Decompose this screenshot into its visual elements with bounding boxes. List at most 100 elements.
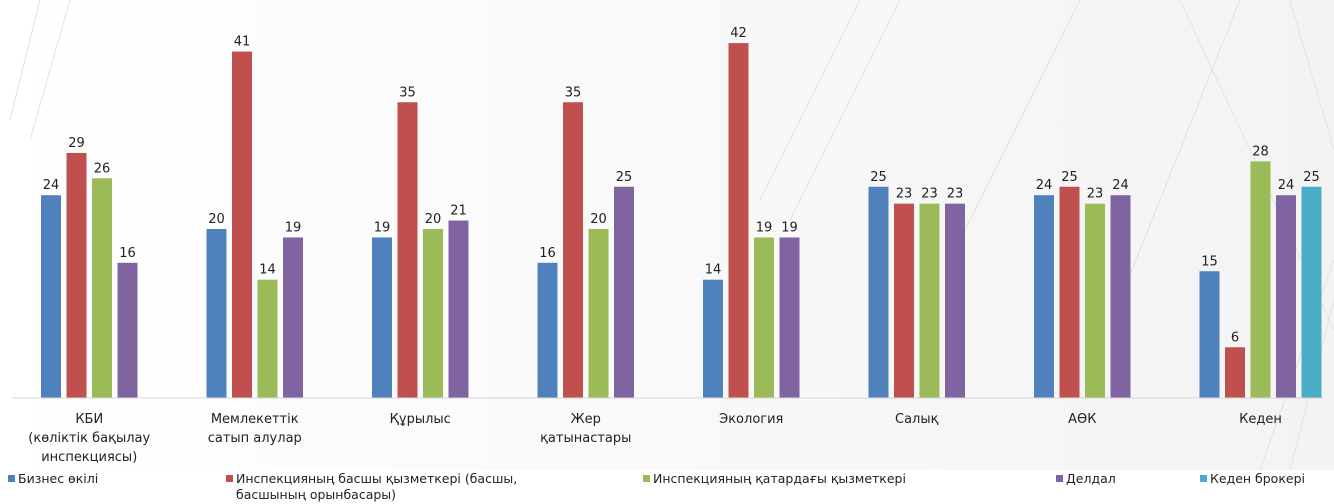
bar bbox=[1085, 203, 1105, 398]
category-label: қатынастары bbox=[540, 431, 631, 446]
category-label: инспекциясы) bbox=[41, 450, 137, 465]
bar bbox=[1276, 195, 1296, 398]
bar bbox=[779, 237, 800, 398]
bar bbox=[66, 152, 87, 398]
bar bbox=[206, 229, 227, 398]
data-label: 28 bbox=[1252, 144, 1269, 159]
bar bbox=[754, 237, 774, 398]
legend-label: Инспекцияның басшы қызметкері (басшы, bbox=[236, 471, 518, 486]
legend-swatch-icon bbox=[8, 475, 15, 482]
plot-area: 24 29 26 16 20 41 14 19 19 35 20 21 16 35 20 25 14 42 19 19… bbox=[41, 26, 1322, 399]
bar bbox=[1110, 195, 1131, 398]
legend-item-broker: Кеден брокері bbox=[1200, 471, 1305, 487]
data-label: 35 bbox=[399, 85, 416, 100]
category-label: Салық bbox=[895, 412, 939, 427]
data-label: 23 bbox=[896, 187, 913, 202]
data-label: 41 bbox=[234, 35, 251, 50]
legend-item-deldal: Делдал bbox=[1056, 471, 1116, 487]
legend-label: Делдал bbox=[1066, 471, 1116, 486]
data-label: 29 bbox=[68, 136, 85, 151]
legend-item-qatardagy: Инспекцияның қатардағы қызметкері bbox=[643, 471, 906, 487]
legend-label-line2: басшының орынбасары) bbox=[236, 487, 397, 502]
bar bbox=[919, 203, 940, 398]
category-labels: КБИ (көліктік бақылау инспекциясы) Мемлекет… bbox=[28, 412, 1282, 465]
legend-item-basshy: Инспекцияның басшы қызметкері (басшы, бас… bbox=[226, 471, 517, 503]
bar bbox=[41, 195, 61, 398]
bar bbox=[728, 43, 749, 398]
data-label: 6 bbox=[1231, 330, 1239, 345]
bar bbox=[232, 51, 252, 399]
bar bbox=[283, 237, 303, 398]
bar bbox=[397, 102, 418, 398]
data-label: 23 bbox=[921, 187, 938, 202]
data-label: 23 bbox=[947, 187, 964, 202]
bar bbox=[448, 220, 469, 398]
bar bbox=[588, 229, 609, 398]
data-label: 19 bbox=[756, 220, 773, 235]
category-label: Экология bbox=[719, 412, 783, 427]
data-label: 14 bbox=[259, 263, 276, 278]
data-label: 16 bbox=[119, 246, 136, 261]
category-label: Кеден bbox=[1239, 412, 1282, 427]
category-label: АӨК bbox=[1068, 412, 1096, 427]
category-label: Жер bbox=[571, 412, 601, 427]
data-label: 35 bbox=[565, 85, 582, 100]
data-label: 19 bbox=[285, 220, 302, 235]
data-label: 16 bbox=[539, 246, 556, 261]
bar bbox=[1034, 195, 1054, 398]
data-label: 25 bbox=[616, 170, 633, 185]
legend: Бизнес өкілі Инспекцияның басшы қызметке… bbox=[0, 471, 1334, 504]
legend-swatch-icon bbox=[1056, 475, 1063, 482]
bar bbox=[257, 279, 278, 398]
category-label: Мемлекеттік bbox=[211, 412, 299, 427]
data-label: 25 bbox=[1061, 170, 1078, 185]
data-label: 19 bbox=[374, 220, 391, 235]
category-label: (көліктік бақылау bbox=[28, 431, 150, 446]
category-label: сатып алулар bbox=[208, 431, 302, 446]
legend-swatch-icon bbox=[643, 475, 650, 482]
legend-item-biznes: Бизнес өкілі bbox=[8, 471, 98, 487]
bar bbox=[614, 186, 634, 398]
bar bbox=[945, 203, 965, 398]
bar bbox=[537, 262, 558, 398]
data-label: 20 bbox=[425, 212, 442, 227]
bar bbox=[1059, 186, 1080, 398]
data-label: 19 bbox=[781, 220, 798, 235]
data-label: 24 bbox=[43, 178, 60, 193]
bar bbox=[372, 237, 392, 398]
background-decoration bbox=[9, 0, 1334, 470]
bar bbox=[92, 178, 112, 398]
data-label: 23 bbox=[1087, 187, 1104, 202]
bar bbox=[868, 186, 889, 398]
chart-background bbox=[0, 0, 1334, 470]
bar bbox=[563, 102, 583, 398]
bar bbox=[1301, 186, 1322, 398]
category-label: Құрылыс bbox=[390, 412, 451, 427]
legend-swatch-icon bbox=[1200, 475, 1207, 482]
bar bbox=[1250, 161, 1271, 398]
data-label: 42 bbox=[730, 26, 747, 41]
legend-label-block: Инспекцияның басшы қызметкері (басшы, бас… bbox=[236, 471, 517, 503]
data-label: 20 bbox=[208, 212, 225, 227]
data-label: 20 bbox=[590, 212, 607, 227]
data-label: 15 bbox=[1201, 254, 1218, 269]
data-label: 25 bbox=[870, 170, 887, 185]
data-label: 24 bbox=[1036, 178, 1053, 193]
legend-label: Инспекцияның қатардағы қызметкері bbox=[653, 471, 906, 486]
data-label: 26 bbox=[94, 161, 111, 176]
bar bbox=[703, 279, 723, 398]
legend-label: Бизнес өкілі bbox=[18, 471, 99, 486]
bar bbox=[117, 262, 138, 398]
bar-chart: 24 29 26 16 20 41 14 19 19 35 20 21 16 35 20 25 14 42 19 19… bbox=[0, 0, 1334, 470]
legend-label: Кеден брокері bbox=[1210, 471, 1305, 486]
bar bbox=[1225, 347, 1245, 398]
legend-swatch-icon bbox=[226, 475, 233, 482]
category-label: КБИ bbox=[75, 412, 103, 427]
bar bbox=[894, 203, 914, 398]
data-label: 21 bbox=[450, 204, 467, 219]
data-label: 14 bbox=[705, 263, 722, 278]
data-label: 24 bbox=[1112, 178, 1129, 193]
data-label: 25 bbox=[1303, 170, 1320, 185]
data-label: 24 bbox=[1278, 178, 1295, 193]
bar bbox=[1199, 271, 1220, 398]
